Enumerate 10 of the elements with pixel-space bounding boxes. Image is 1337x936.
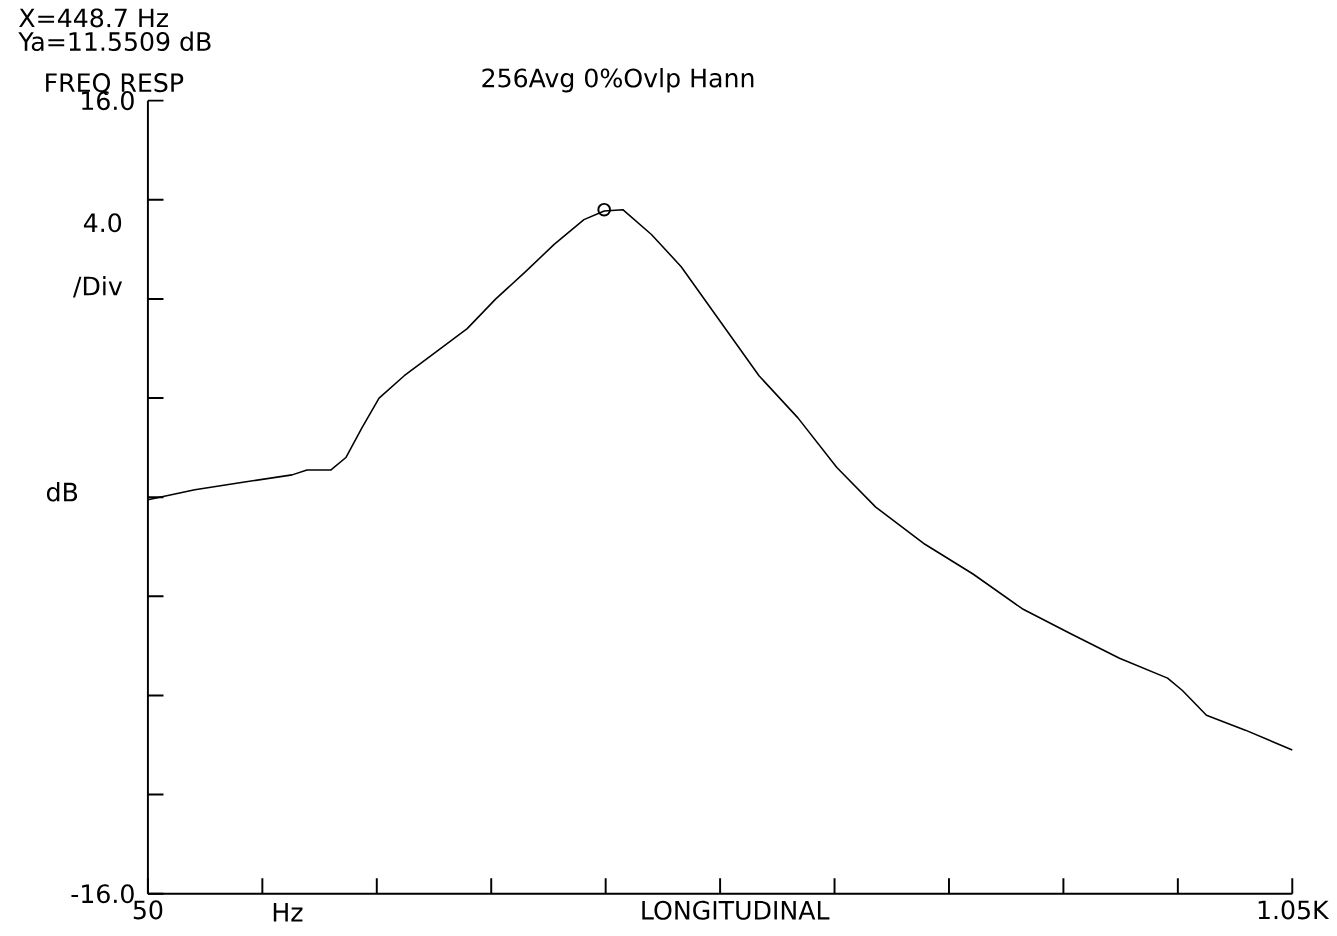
x-tick-label: 50	[133, 900, 163, 920]
text: Ya=11.5509 dB	[18, 31, 211, 52]
y-axis-title: dB	[46, 482, 78, 502]
chart-subtitle: 256Avg 0%Ovlp Hann	[482, 68, 754, 93]
text: 4.0 /Div	[72, 213, 123, 298]
text: X=448.7 Hz	[19, 8, 168, 28]
y-tick-label: -16.0	[71, 884, 134, 904]
x-tick-label: 1.05K	[1258, 900, 1330, 920]
x-axis-title: LONGITUDINAL	[642, 900, 830, 921]
text: Hz	[273, 903, 303, 922]
